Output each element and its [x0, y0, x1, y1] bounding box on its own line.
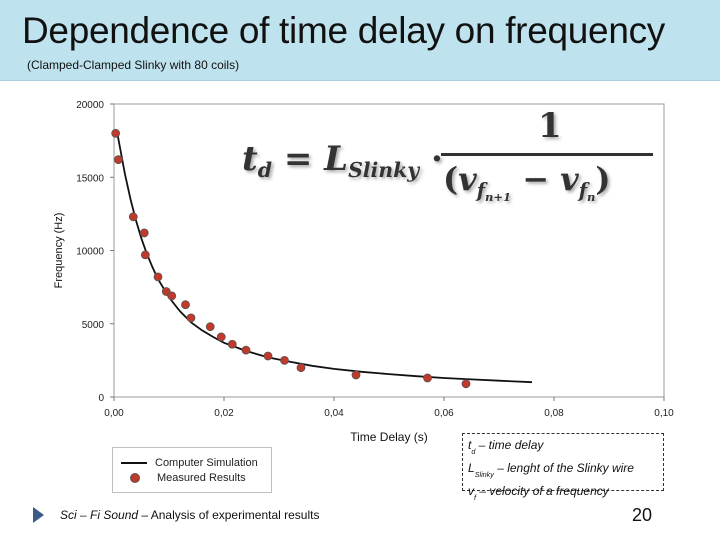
x-tick-label: 0,08 [544, 408, 564, 419]
measured-point [296, 363, 306, 373]
measured-point [128, 212, 138, 222]
measured-point [114, 155, 123, 165]
footer-caption-italic: Sci – Fi Sound [60, 508, 139, 522]
legend-item-simulation: Computer Simulation [121, 457, 258, 469]
measured-point [140, 250, 150, 260]
measured-point [153, 272, 163, 282]
chart-legend: Computer Simulation Measured Results [112, 447, 272, 493]
footer-caption-text: – Analysis of experimental results [138, 508, 320, 522]
x-tick-label: 0,02 [214, 408, 234, 419]
definition-lslinky: LSlinky – lenght of the Slinky wire [468, 460, 658, 483]
slide-header: Dependence of time delay on frequency (C… [0, 0, 720, 81]
legend-line-swatch [121, 462, 147, 464]
def-td-text: – time delay [475, 438, 544, 452]
measured-point [205, 322, 215, 332]
formula-t-sub: d [257, 158, 272, 183]
measured-point [167, 291, 177, 301]
x-tick-label: 0,00 [104, 408, 124, 419]
measured-point [181, 300, 190, 310]
def-td-symbol: t [468, 438, 472, 452]
def-l-sub: Slinky [474, 470, 494, 480]
def-td-sub: d [471, 447, 476, 457]
formula-L-sub: Slinky [348, 158, 420, 183]
definitions-box: td – time delay LSlinky – lenght of the … [462, 433, 664, 502]
formula-v2: v [560, 160, 579, 198]
y-tick-label: 0 [98, 393, 104, 404]
formula-v1: v [458, 160, 477, 198]
measured-point [423, 373, 432, 383]
y-tick-label: 10000 [76, 247, 104, 258]
formula-numerator: 1 [538, 106, 562, 146]
measured-point [111, 128, 121, 138]
footer-caption: Sci – Fi Sound – Analysis of experimenta… [60, 508, 319, 522]
legend-label-simulation: Computer Simulation [155, 457, 258, 469]
x-tick-label: 0,06 [434, 408, 454, 419]
x-tick-label: 0,10 [654, 408, 674, 419]
measured-point [280, 355, 289, 365]
legend-item-measured: Measured Results [121, 472, 246, 484]
y-tick-label: 20000 [76, 100, 104, 111]
formula-t: t [242, 139, 258, 179]
page-number: 20 [632, 505, 653, 525]
y-tick-label: 15000 [76, 173, 104, 184]
formula-f2: f [578, 178, 587, 202]
y-axis-label: Frequency (Hz) [53, 213, 65, 289]
formula-n2: n [587, 190, 596, 205]
simulation-curve [115, 130, 533, 384]
def-l-text: – lenght of the Slinky wire [493, 461, 634, 476]
def-v-sub: f [474, 493, 476, 503]
formula-L: L [324, 139, 349, 179]
definition-td: td – time delay [468, 437, 658, 460]
measured-point [216, 332, 226, 342]
formula-dot: · [430, 139, 443, 179]
slide-title: Dependence of time delay on frequency [22, 10, 665, 51]
formula-equals: = [283, 139, 313, 179]
definition-vf: vf – velocity of a frequency [468, 483, 658, 506]
measured-point [241, 345, 251, 355]
legend-marker-swatch [130, 473, 140, 483]
measured-point [227, 339, 237, 349]
formula-n1: n+1 [485, 190, 512, 205]
def-l-symbol: L [468, 461, 475, 476]
def-v-symbol: v [468, 484, 474, 499]
formula-f1: f [476, 178, 485, 202]
formula-fraction-bar [441, 153, 653, 156]
def-v-text: – velocity of a frequency [476, 484, 609, 499]
x-axis-label: Time Delay (s) [350, 430, 428, 444]
formula-minus: − [522, 160, 549, 198]
measured-point [351, 370, 361, 380]
legend-label-measured: Measured Results [157, 472, 246, 484]
measured-point [139, 228, 149, 238]
bullet-arrow-icon [33, 507, 44, 523]
y-tick-label: 5000 [82, 320, 105, 331]
measured-point [186, 313, 196, 323]
measured-point [461, 379, 471, 389]
slide-subtitle: (Clamped-Clamped Slinky with 80 coils) [27, 58, 240, 72]
measured-point [263, 351, 273, 361]
x-tick-label: 0,04 [324, 408, 344, 419]
